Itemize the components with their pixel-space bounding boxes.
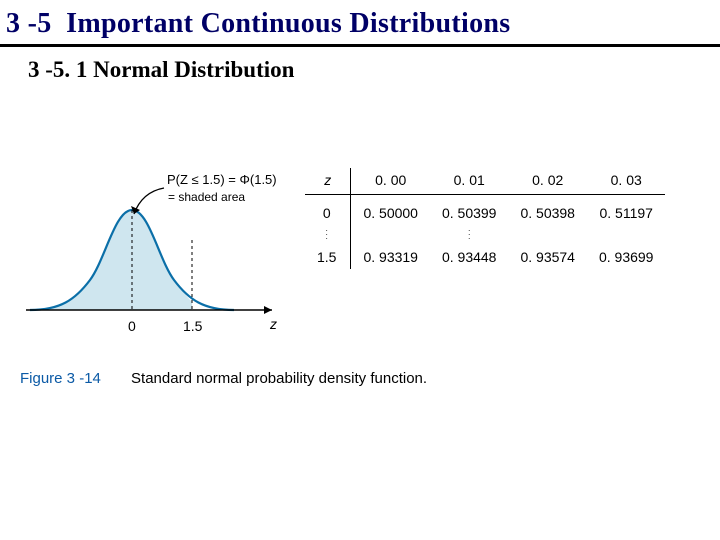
cell: 0. 93448	[430, 245, 509, 269]
col-header: 0. 02	[508, 168, 587, 195]
figure-area: P(Z ≤ 1.5) = Φ(1.5) = shaded area 0 1.5 …	[10, 170, 710, 400]
table-corner: z	[305, 168, 351, 195]
figure-caption: Figure 3 -14 Standard normal probability…	[20, 370, 427, 387]
section-title: 3 -5 Important Continuous Distributions	[0, 0, 720, 47]
col-header: 0. 03	[587, 168, 666, 195]
figure-label: Figure 3 -14	[20, 370, 101, 387]
bell-curve-chart: P(Z ≤ 1.5) = Φ(1.5) = shaded area 0 1.5 …	[20, 170, 285, 340]
cell: 0. 93319	[351, 245, 430, 269]
cell: 0. 50398	[508, 201, 587, 225]
z-table: z 0. 00 0. 01 0. 02 0. 03 0 0. 50000 0. …	[305, 168, 705, 269]
figure-text: Standard normal probability density func…	[131, 370, 427, 387]
table-row: 1.5 0. 93319 0. 93448 0. 93574 0. 93699	[305, 245, 665, 269]
cell: 0. 93699	[587, 245, 666, 269]
axis-tick-mark: 1.5	[183, 318, 202, 334]
table-vdots-row: ··· ···	[305, 225, 665, 245]
vdots: ···	[305, 225, 351, 245]
cell: 0. 51197	[587, 201, 666, 225]
annotation-arrow	[130, 184, 170, 224]
cell: 0. 50000	[351, 201, 430, 225]
section-number: 3 -5	[6, 8, 52, 39]
section-text: Important Continuous Distributions	[66, 8, 510, 39]
col-header: 0. 00	[351, 168, 430, 195]
shaded-annotation: = shaded area	[168, 190, 245, 204]
row-z: 1.5	[305, 245, 351, 269]
table-row: 0 0. 50000 0. 50399 0. 50398 0. 51197	[305, 201, 665, 225]
vdots: ···	[430, 225, 509, 245]
table-header-row: z 0. 00 0. 01 0. 02 0. 03	[305, 168, 665, 195]
col-header: 0. 01	[430, 168, 509, 195]
axis-tick-zero: 0	[128, 318, 136, 334]
cell: 0. 50399	[430, 201, 509, 225]
axis-variable: z	[270, 316, 277, 332]
subsection-title: 3 -5. 1 Normal Distribution	[0, 47, 720, 83]
formula-annotation: P(Z ≤ 1.5) = Φ(1.5)	[167, 172, 277, 187]
row-z: 0	[305, 201, 351, 225]
cell: 0. 93574	[508, 245, 587, 269]
